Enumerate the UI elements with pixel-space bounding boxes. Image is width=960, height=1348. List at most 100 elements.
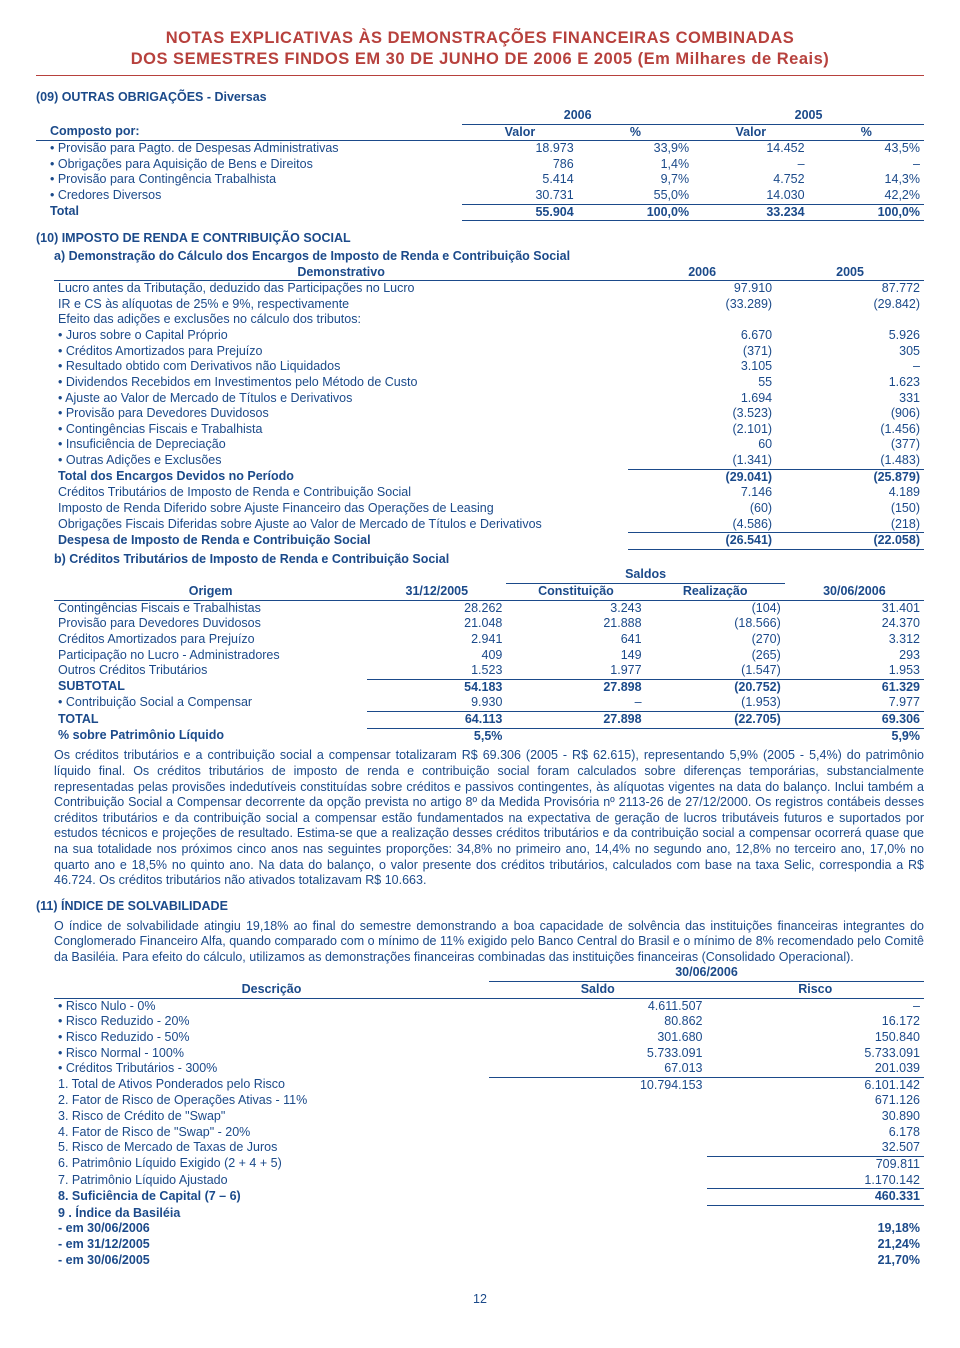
table-row: • Risco Reduzido - 50% — [54, 1030, 489, 1046]
table-cell: (29.842) — [776, 297, 924, 313]
table-row: • Risco Reduzido - 20% — [54, 1014, 489, 1030]
sec10b-pct-l: % sobre Patrimônio Líquido — [54, 728, 367, 744]
table-cell — [489, 1109, 707, 1125]
sec11-suf-b: 460.331 — [707, 1189, 925, 1206]
table-row: • Juros sobre o Capital Próprio — [54, 328, 628, 344]
table-cell: 150.840 — [707, 1030, 925, 1046]
sec10a-total-a: (29.041) — [628, 469, 776, 485]
table-row: 1. Total de Ativos Ponderados pelo Risco — [54, 1077, 489, 1093]
sec11-h-saldo: Saldo — [489, 982, 707, 999]
table-cell: 31.401 — [785, 600, 924, 616]
table-row: 2. Fator de Risco de Operações Ativas - … — [54, 1093, 489, 1109]
sec10b-pct-d: 5,9% — [785, 728, 924, 744]
table-cell: 5.733.091 — [707, 1046, 925, 1062]
table-row: • Outras Adições e Exclusões — [54, 453, 628, 469]
table-cell: 28.262 — [367, 600, 506, 616]
table-cell: 1.170.142 — [707, 1173, 925, 1189]
sec10b-sub-l: SUBTOTAL — [54, 679, 367, 695]
table-cell: 21.048 — [367, 616, 506, 632]
sec10a-desp-l: Despesa de Imposto de Renda e Contribuiç… — [54, 533, 628, 550]
table-row: • Obrigações para Aquisição de Bens e Di… — [36, 157, 462, 173]
table-cell: 97.910 — [628, 281, 776, 297]
table-cell: 55,0% — [578, 188, 693, 204]
sec10a-head-demo: Demonstrativo — [54, 265, 628, 281]
table-row: Créditos Amortizados para Prejuízo — [54, 632, 367, 648]
sec10b-sub-d: 61.329 — [785, 679, 924, 695]
sec10b-h-c1: 31/12/2005 — [367, 584, 506, 601]
table-cell: 18.973 — [462, 141, 577, 157]
table-cell: (1.456) — [776, 422, 924, 438]
table-cell: (1.483) — [776, 453, 924, 469]
sec11-h-risco: Risco — [707, 982, 925, 999]
sec09-val2: Valor — [693, 124, 808, 141]
sec10b-title: b) Créditos Tributários de Imposto de Re… — [54, 552, 924, 568]
table-cell: – — [693, 157, 808, 173]
table-row: • Credores Diversos — [36, 188, 462, 204]
sec11-table: 30/06/2006 Descrição Saldo Risco • Risco… — [54, 965, 924, 1268]
table-row: • Risco Normal - 100% — [54, 1046, 489, 1062]
table-row: 7. Patrimônio Líquido Ajustado — [54, 1173, 489, 1189]
sec10b-contrib-c: (1.953) — [646, 695, 785, 711]
table-cell: 32.507 — [707, 1140, 925, 1156]
table-row: • Risco Nulo - 0% — [54, 998, 489, 1014]
table-cell: 19,18% — [707, 1221, 925, 1237]
sec10b-h-c2: Constituição — [506, 584, 645, 601]
table-row: • Créditos Amortizados para Prejuízo — [54, 344, 628, 360]
table-cell: – — [776, 359, 924, 375]
table-cell: 4.611.507 — [489, 998, 707, 1014]
table-cell: 293 — [785, 648, 924, 664]
table-cell: (33.289) — [628, 297, 776, 313]
sec10b-total-l: TOTAL — [54, 712, 367, 729]
table-cell — [489, 1125, 707, 1141]
table-row: Créditos Tributários de Imposto de Renda… — [54, 485, 628, 501]
sec09-col-head: Composto por: — [36, 124, 462, 141]
sec11-date: 30/06/2006 — [489, 965, 924, 981]
table-row: Obrigações Fiscais Diferidas sobre Ajust… — [54, 517, 628, 533]
sec09-year-2005: 2005 — [693, 108, 924, 124]
table-row: • Provisão para Devedores Duvidosos — [54, 406, 628, 422]
table-cell: 1,4% — [578, 157, 693, 173]
table-cell — [489, 1140, 707, 1156]
table-cell: 201.039 — [707, 1061, 925, 1077]
sec10a-desp-a: (26.541) — [628, 533, 776, 550]
table-row: • Provisão para Contingência Trabalhista — [36, 172, 462, 188]
table-cell: 671.126 — [707, 1093, 925, 1109]
table-cell: 6.670 — [628, 328, 776, 344]
table-row: Efeito das adições e exclusões no cálcul… — [54, 312, 628, 328]
table-cell: 4.752 — [693, 172, 808, 188]
table-cell — [776, 312, 924, 328]
sec10b-sub-c: (20.752) — [646, 679, 785, 695]
table-cell: 24.370 — [785, 616, 924, 632]
table-cell: 55 — [628, 375, 776, 391]
table-cell: (3.523) — [628, 406, 776, 422]
table-cell: 149 — [506, 648, 645, 664]
sec10b-contrib-d: 7.977 — [785, 695, 924, 711]
table-cell: 331 — [776, 391, 924, 407]
table-cell: 14,3% — [809, 172, 924, 188]
table-row: 3. Risco de Crédito de "Swap" — [54, 1109, 489, 1125]
table-row: • Contingências Fiscais e Trabalhista — [54, 422, 628, 438]
table-cell: 30.890 — [707, 1109, 925, 1125]
table-cell: 709.811 — [707, 1156, 925, 1172]
sec11-heading: (11) ÍNDICE DE SOLVABILIDADE — [36, 899, 924, 915]
table-cell: 67.013 — [489, 1061, 707, 1077]
table-cell: 7.146 — [628, 485, 776, 501]
table-row: 6. Patrimônio Líquido Exigido (2 + 4 + 5… — [54, 1156, 489, 1172]
sec10b-contrib-b: – — [506, 695, 645, 711]
sec10b-sub-a: 54.183 — [367, 679, 506, 695]
table-cell: 3.243 — [506, 600, 645, 616]
table-cell: (60) — [628, 501, 776, 517]
sec09-val1: Valor — [462, 124, 577, 141]
table-cell: 14.030 — [693, 188, 808, 204]
sec10b-table: Saldos Origem 31/12/2005 Constituição Re… — [54, 567, 924, 744]
table-cell: 2.941 — [367, 632, 506, 648]
table-cell: (906) — [776, 406, 924, 422]
table-cell: 6.101.142 — [707, 1077, 925, 1093]
table-row: 5. Risco de Mercado de Taxas de Juros — [54, 1140, 489, 1156]
table-cell: 1.953 — [785, 663, 924, 679]
sec09-year-2006: 2006 — [462, 108, 693, 124]
sec10a-head-y2: 2005 — [776, 265, 924, 281]
sec09-heading: (09) OUTRAS OBRIGAÇÕES - Diversas — [36, 90, 924, 106]
table-row: • Créditos Tributários - 300% — [54, 1061, 489, 1077]
sec09-total-v1: 55.904 — [462, 204, 577, 221]
